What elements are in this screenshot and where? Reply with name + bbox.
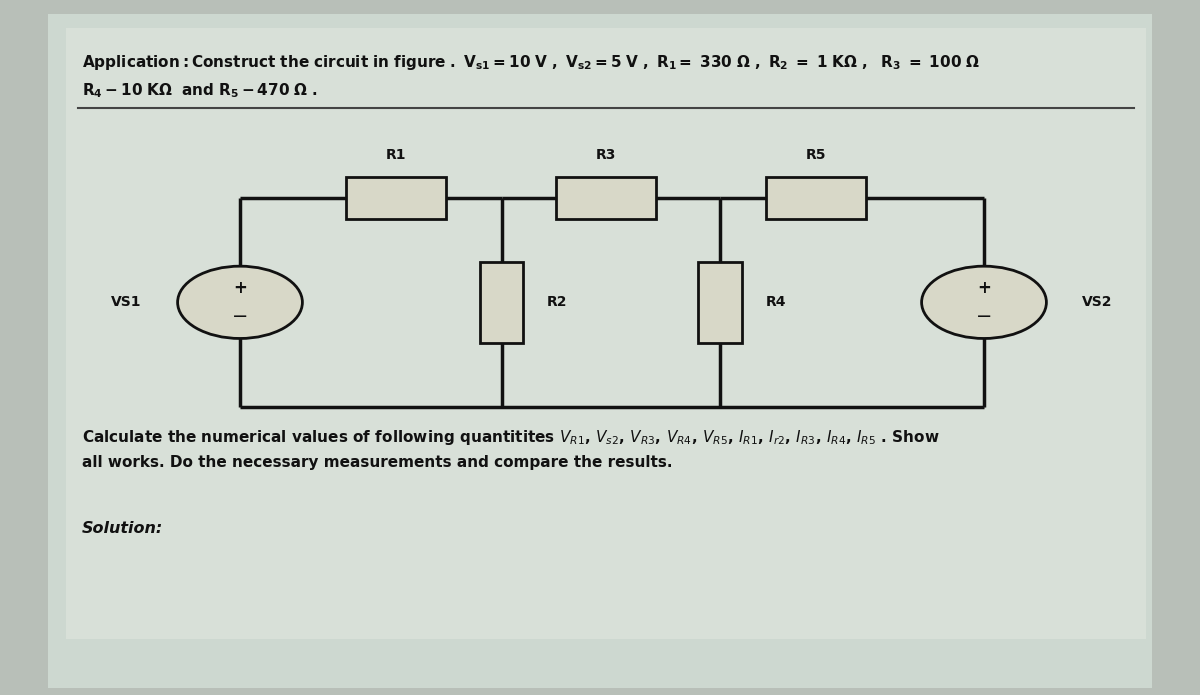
FancyBboxPatch shape	[66, 28, 1146, 639]
Text: $\bf{R_4 - 10\ K\Omega\ \ and\ R_5 - 470\ \Omega\ .}$: $\bf{R_4 - 10\ K\Omega\ \ and\ R_5 - 470…	[82, 81, 317, 99]
Bar	[480, 262, 523, 343]
Text: $\bf{Application}$$\bf{ :  Construct\ the\ circuit\ in\ figure\ .\ V_{s1} = 10\ : $\bf{Application}$$\bf{ : Construct\ the…	[82, 53, 979, 72]
Text: +: +	[977, 279, 991, 297]
Text: −: −	[232, 306, 248, 325]
Text: Solution:: Solution:	[82, 521, 163, 536]
Text: VS2: VS2	[1082, 295, 1112, 309]
Circle shape	[178, 266, 302, 338]
Text: R2: R2	[547, 295, 568, 309]
Text: +: +	[233, 279, 247, 297]
Text: Calculate the numerical values of following quantitites $V_{R1}$, $V_{s2}$, $V_{: Calculate the numerical values of follow…	[82, 428, 940, 448]
Text: all works. Do the necessary measurements and compare the results.: all works. Do the necessary measurements…	[82, 455, 672, 470]
Bar	[346, 177, 446, 219]
Text: R4: R4	[766, 295, 786, 309]
Text: R1: R1	[385, 148, 407, 162]
Text: −: −	[976, 306, 992, 325]
Circle shape	[922, 266, 1046, 338]
Text: VS1: VS1	[112, 295, 142, 309]
Text: R5: R5	[805, 148, 827, 162]
Bar	[556, 177, 656, 219]
Text: R3: R3	[596, 148, 616, 162]
Bar	[698, 262, 742, 343]
FancyBboxPatch shape	[48, 14, 1152, 688]
Bar	[766, 177, 866, 219]
